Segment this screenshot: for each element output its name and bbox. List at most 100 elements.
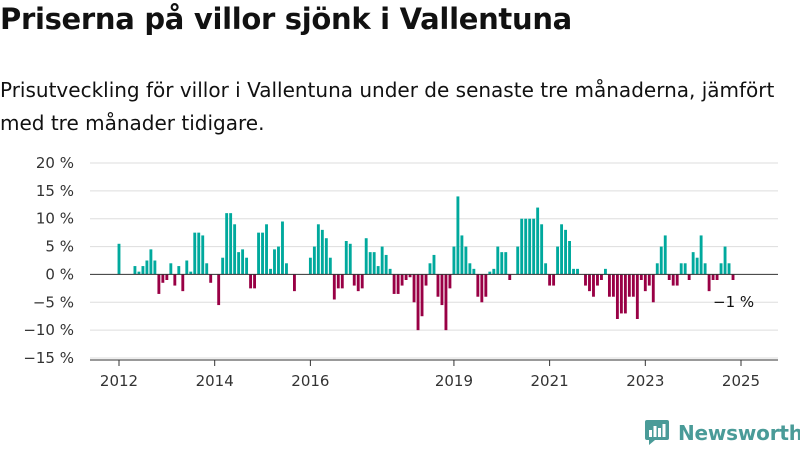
y-tick-label: −15 %	[23, 349, 74, 367]
bar	[165, 274, 169, 280]
bar	[332, 274, 336, 300]
bar	[564, 229, 567, 275]
bar	[723, 246, 727, 275]
bar	[596, 274, 599, 286]
bar	[217, 274, 221, 306]
bar	[384, 254, 388, 275]
bar	[488, 271, 492, 275]
axes	[90, 273, 778, 366]
bar	[508, 274, 512, 280]
bar	[651, 274, 655, 303]
bar	[189, 271, 193, 275]
bar	[691, 252, 695, 275]
bar	[572, 268, 575, 275]
bar	[711, 274, 715, 280]
bar	[532, 218, 536, 275]
bar	[233, 224, 237, 275]
bar	[265, 224, 268, 275]
bar	[420, 274, 424, 317]
bar	[679, 263, 683, 275]
bar	[631, 274, 635, 297]
bar	[229, 213, 233, 275]
bar	[388, 268, 392, 275]
bar	[592, 274, 595, 297]
bar	[177, 266, 181, 275]
bar	[400, 274, 404, 286]
bar	[695, 257, 699, 275]
y-tick-label: −5 %	[33, 293, 74, 311]
y-tick-label: 10 %	[36, 210, 74, 228]
bar	[468, 263, 472, 275]
bar	[428, 263, 432, 275]
bar	[615, 274, 619, 319]
bar-chart-logo-icon	[645, 420, 669, 445]
x-tick-label: 2016	[291, 372, 329, 388]
bar	[472, 268, 476, 275]
bar	[241, 249, 245, 275]
y-tick-label: 0 %	[45, 265, 74, 283]
bar	[588, 274, 591, 292]
bar	[627, 274, 631, 297]
bar	[703, 263, 707, 275]
bar	[293, 274, 296, 292]
bar	[412, 274, 416, 303]
x-tick-label: 2014	[196, 372, 234, 388]
bar	[185, 260, 189, 275]
bar	[671, 274, 675, 286]
bar	[181, 274, 185, 292]
y-tick-label: 5 %	[45, 238, 74, 256]
bar	[324, 238, 328, 275]
y-tick-label: −10 %	[23, 321, 74, 339]
bar	[372, 252, 376, 275]
bar	[253, 274, 256, 289]
bar	[169, 263, 173, 275]
bar	[133, 266, 137, 275]
bar	[643, 274, 647, 292]
bar	[141, 266, 145, 275]
bar	[496, 246, 500, 275]
bar	[500, 252, 504, 275]
bar	[237, 252, 241, 275]
bar	[328, 257, 332, 275]
bar	[663, 235, 667, 275]
bars	[117, 196, 735, 331]
bar	[436, 274, 440, 297]
bar	[520, 218, 524, 275]
bar	[480, 274, 484, 303]
bar	[173, 274, 177, 286]
bar	[699, 235, 703, 275]
bar	[316, 224, 320, 275]
bar	[540, 224, 544, 275]
chart-subtitle: Prisutveckling för villor i Vallentuna u…	[0, 78, 775, 135]
bar	[619, 274, 623, 314]
bar	[719, 263, 723, 275]
bar	[368, 252, 372, 275]
bar	[308, 257, 312, 275]
bar	[312, 246, 316, 275]
bar	[655, 263, 659, 275]
bar	[659, 246, 663, 275]
bar	[484, 274, 488, 297]
bar	[568, 241, 571, 275]
bar	[408, 274, 412, 278]
bar	[161, 274, 165, 283]
y-tick-label: 20 %	[36, 154, 74, 172]
bar	[476, 274, 480, 297]
bar	[440, 274, 444, 306]
bar	[249, 274, 253, 289]
bar	[731, 274, 735, 280]
bar	[687, 274, 691, 280]
bar	[552, 274, 556, 286]
bar	[639, 274, 643, 280]
bar	[600, 274, 603, 280]
bar	[424, 274, 428, 286]
bar	[380, 246, 384, 275]
bar	[444, 274, 448, 331]
bar	[464, 246, 468, 275]
logo-text: Newsworthy	[678, 421, 800, 445]
bar	[193, 232, 197, 275]
bar	[340, 274, 344, 289]
bar	[516, 246, 520, 275]
bar	[273, 249, 276, 275]
bar	[448, 274, 452, 289]
